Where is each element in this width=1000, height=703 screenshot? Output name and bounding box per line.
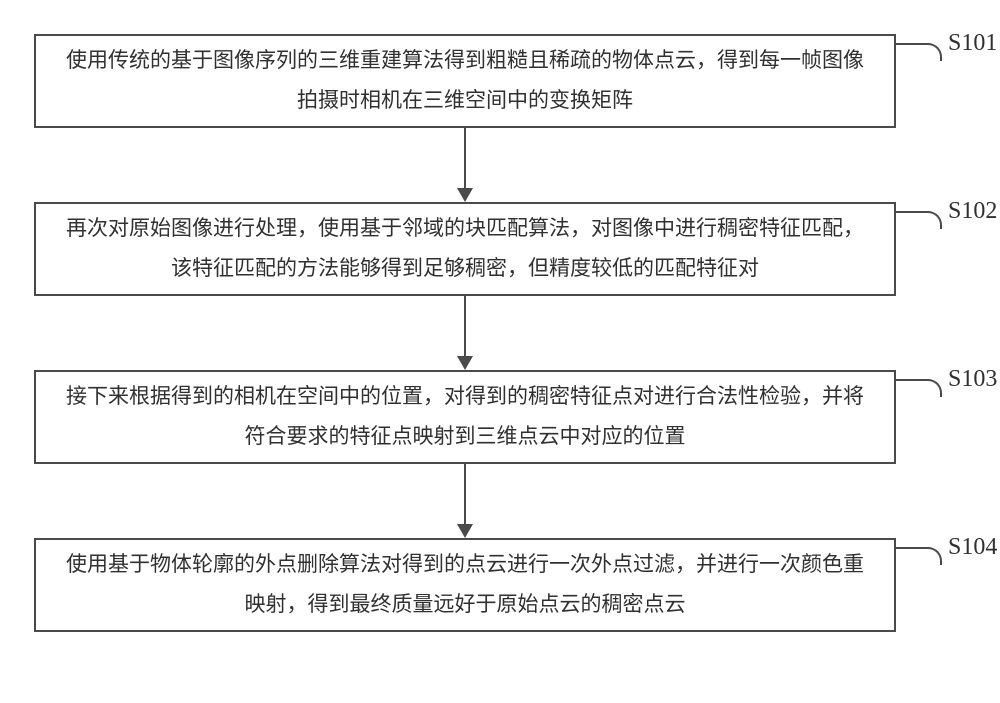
flowchart-canvas: 使用传统的基于图像序列的三维重建算法得到粗糙且稀疏的物体点云，得到每一帧图像拍摄… [10,20,1000,683]
step-text: 再次对原始图像进行处理，使用基于邻域的块匹配算法，对图像中进行稠密特征匹配，该特… [62,209,868,289]
step-text: 使用传统的基于图像序列的三维重建算法得到粗糙且稀疏的物体点云，得到每一帧图像拍摄… [62,41,868,121]
arrow-line-1 [464,128,466,188]
arrow-head-2 [457,356,473,370]
flowchart-step-s104: 使用基于物体轮廓的外点删除算法对得到的点云进行一次外点过滤，并进行一次颜色重映射… [34,538,896,632]
flowchart-step-s101: 使用传统的基于图像序列的三维重建算法得到粗糙且稀疏的物体点云，得到每一帧图像拍摄… [34,34,896,128]
arrow-line-3 [464,464,466,524]
flowchart-step-s102: 再次对原始图像进行处理，使用基于邻域的块匹配算法，对图像中进行稠密特征匹配，该特… [34,202,896,296]
step-label-s104: S104 [948,534,997,561]
leader-s104 [896,547,942,565]
leader-s102 [896,211,942,229]
arrow-head-1 [457,188,473,202]
step-label-s102: S102 [948,198,997,225]
step-label-s103: S103 [948,366,997,393]
step-label-s101: S101 [948,30,997,57]
step-text: 使用基于物体轮廓的外点删除算法对得到的点云进行一次外点过滤，并进行一次颜色重映射… [62,545,868,625]
step-text: 接下来根据得到的相机在空间中的位置，对得到的稠密特征点对进行合法性检验，并将符合… [62,377,868,457]
leader-s101 [896,43,942,61]
arrow-head-3 [457,524,473,538]
leader-s103 [896,379,942,397]
arrow-line-2 [464,296,466,356]
flowchart-step-s103: 接下来根据得到的相机在空间中的位置，对得到的稠密特征点对进行合法性检验，并将符合… [34,370,896,464]
